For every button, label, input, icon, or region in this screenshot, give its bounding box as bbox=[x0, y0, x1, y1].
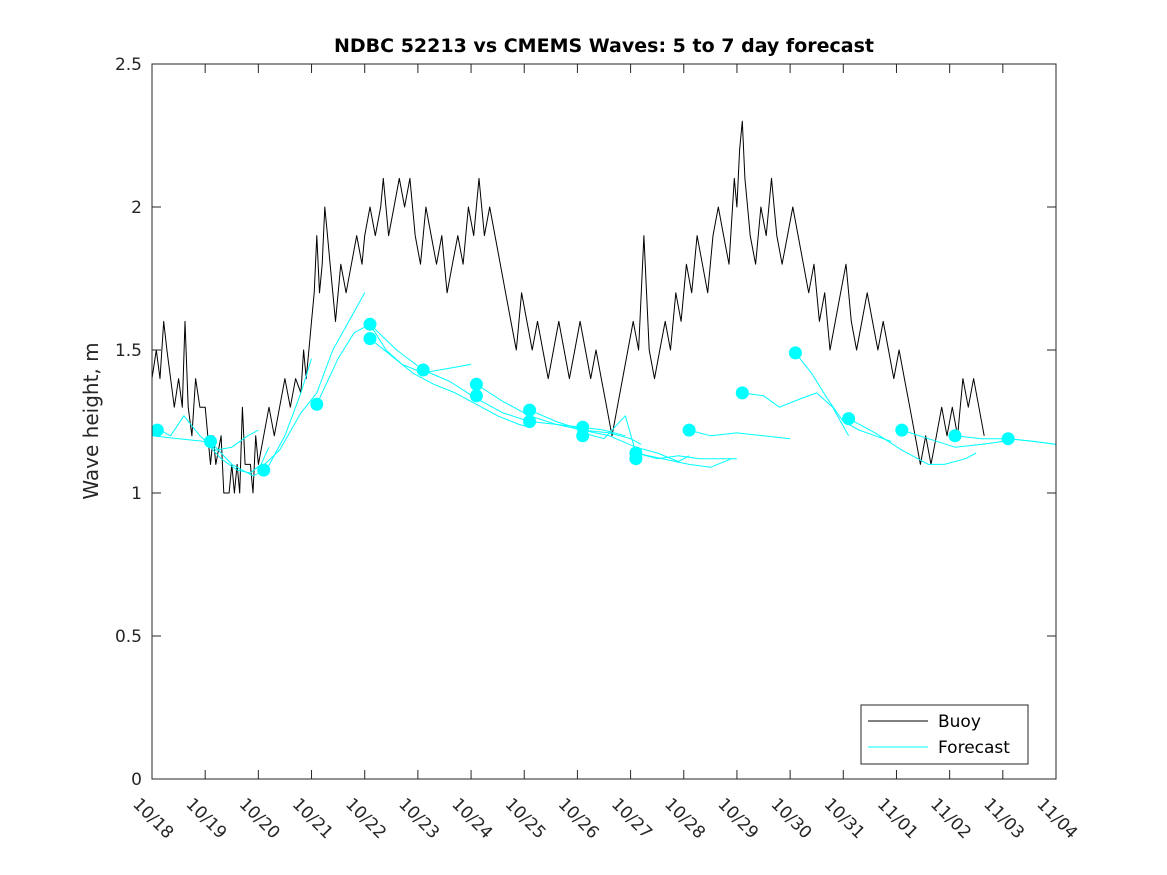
forecast-series-line-16 bbox=[901, 429, 1003, 448]
forecast-start-marker-12 bbox=[576, 429, 590, 443]
forecast-start-marker-14 bbox=[629, 452, 643, 466]
buoy-series-line bbox=[152, 120, 985, 494]
forecast-start-marker-8 bbox=[469, 389, 483, 403]
forecast-start-marker-21 bbox=[1001, 432, 1015, 446]
forecast-series-line-14 bbox=[795, 352, 892, 442]
x-tick-label: 11/01 bbox=[873, 794, 922, 843]
plot-area bbox=[152, 120, 1056, 494]
x-tick-label: 11/04 bbox=[1032, 794, 1081, 843]
forecast-start-marker-2 bbox=[257, 463, 271, 477]
forecast-series-line-7 bbox=[369, 323, 626, 437]
x-tick-label: 10/21 bbox=[288, 794, 337, 843]
forecast-series-line-1 bbox=[152, 415, 259, 451]
forecast-start-marker-3 bbox=[310, 397, 324, 411]
forecast-start-marker-20 bbox=[948, 429, 962, 443]
forecast-series-line-4 bbox=[258, 292, 366, 471]
y-tick-label: 2.5 bbox=[115, 55, 142, 75]
x-tick-label: 10/18 bbox=[128, 794, 177, 843]
x-tick-label: 10/28 bbox=[660, 794, 709, 843]
forecast-start-marker-19 bbox=[895, 423, 909, 437]
x-tick-label: 10/25 bbox=[501, 794, 550, 843]
y-tick-label: 1.5 bbox=[115, 341, 142, 361]
forecast-series-line-5 bbox=[316, 323, 472, 405]
forecast-series-line-15 bbox=[848, 418, 977, 465]
y-tick-label: 0.5 bbox=[115, 627, 142, 647]
forecast-series-line-8 bbox=[476, 383, 642, 445]
y-tick-label: 0 bbox=[131, 770, 142, 790]
axes-box bbox=[151, 63, 1057, 780]
x-tick-label: 10/27 bbox=[607, 794, 656, 843]
forecast-start-marker-7 bbox=[469, 377, 483, 391]
forecast-start-marker-5 bbox=[363, 332, 377, 346]
forecast-start-marker-0 bbox=[152, 423, 164, 437]
forecast-start-marker-1 bbox=[204, 435, 217, 448]
forecast-start-marker-16 bbox=[735, 386, 749, 400]
x-tick-label: 10/31 bbox=[820, 794, 869, 843]
forecast-series-line-6 bbox=[369, 338, 530, 428]
y-tick-label: 1 bbox=[131, 484, 142, 504]
forecast-series-line-13 bbox=[742, 392, 850, 437]
chart-title: NDBC 52213 vs CMEMS Waves: 5 to 7 day fo… bbox=[334, 35, 874, 57]
forecast-series-line-11 bbox=[635, 452, 732, 468]
forecast-start-marker-15 bbox=[682, 423, 696, 437]
forecast-start-marker-4 bbox=[363, 317, 377, 331]
forecast-start-marker-18 bbox=[842, 412, 856, 426]
forecast-series-line-9 bbox=[529, 409, 690, 462]
x-tick-label: 10/30 bbox=[767, 794, 816, 843]
forecast-series-line-12 bbox=[688, 429, 791, 440]
x-tick-label: 10/20 bbox=[235, 794, 284, 843]
legend-forecast-label: Forecast bbox=[938, 738, 1010, 758]
x-tick-label: 10/24 bbox=[448, 794, 497, 843]
x-tick-label: 11/02 bbox=[926, 794, 975, 843]
x-tick-label: 11/03 bbox=[979, 794, 1028, 843]
legend-box bbox=[860, 704, 1029, 765]
legend-buoy-label: Buoy bbox=[938, 712, 981, 732]
x-tick-label: 10/22 bbox=[341, 794, 390, 843]
forecast-series-line-10 bbox=[582, 415, 737, 460]
x-tick-label: 10/19 bbox=[182, 794, 231, 843]
forecast-start-marker-17 bbox=[788, 346, 802, 360]
forecast-start-marker-6 bbox=[416, 363, 430, 377]
forecast-start-marker-10 bbox=[523, 415, 537, 428]
y-tick-label: 2 bbox=[131, 198, 142, 218]
forecast-start-marker-9 bbox=[523, 403, 537, 417]
x-tick-label: 10/23 bbox=[394, 794, 443, 843]
forecast-series-line-3 bbox=[210, 358, 312, 477]
y-axis-label: Wave height, m bbox=[79, 342, 103, 499]
x-tick-label: 10/26 bbox=[554, 794, 603, 843]
forecast-series-line-18 bbox=[1008, 438, 1056, 445]
legend: Buoy Forecast bbox=[860, 704, 1029, 765]
x-tick-label: 10/29 bbox=[713, 794, 762, 843]
